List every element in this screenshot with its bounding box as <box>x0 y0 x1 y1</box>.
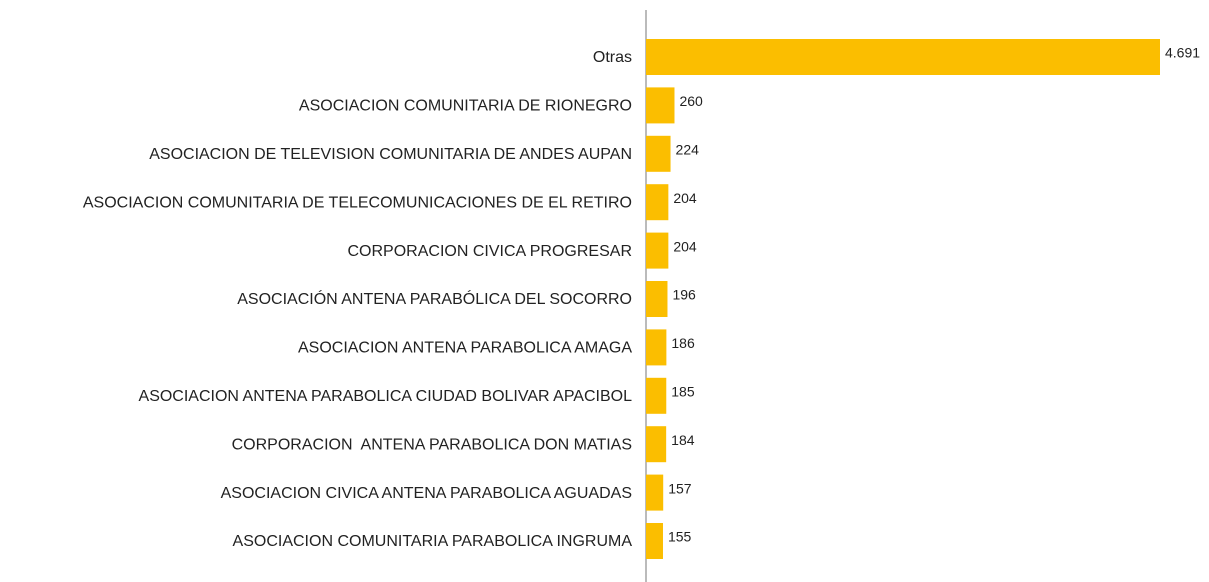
category-label: ASOCIACION COMUNITARIA PARABOLICA INGRUM… <box>233 533 633 550</box>
bar <box>646 135 671 172</box>
bar <box>646 184 669 221</box>
category-label: ASOCIACION ANTENA PARABOLICA AMAGA <box>298 340 632 357</box>
category-label: ASOCIACION ANTENA PARABOLICA CIUDAD BOLI… <box>139 388 633 405</box>
category-label: ASOCIACIÓN ANTENA PARABÓLICA DEL SOCORRO <box>237 289 632 308</box>
value-label: 155 <box>668 529 692 545</box>
value-label: 4.691 <box>1165 45 1200 61</box>
value-label: 204 <box>673 238 697 254</box>
bar <box>646 523 663 559</box>
bar <box>646 87 675 124</box>
category-label: ASOCIACION CIVICA ANTENA PARABOLICA AGUA… <box>221 485 632 502</box>
value-label: 224 <box>676 142 700 158</box>
category-label: CORPORACION CIVICA PROGRESAR <box>348 243 633 260</box>
bar <box>646 329 667 366</box>
value-label: 196 <box>672 287 696 303</box>
value-label: 260 <box>679 93 703 109</box>
bar <box>646 232 669 269</box>
category-label: ASOCIACION COMUNITARIA DE RIONEGRO <box>299 98 632 115</box>
value-label: 186 <box>671 335 695 351</box>
bar <box>646 474 664 511</box>
value-label: 204 <box>673 190 697 206</box>
category-label: CORPORACION ANTENA PARABOLICA DON MATIAS <box>232 436 632 453</box>
category-label: Otras <box>593 49 632 66</box>
category-label: ASOCIACION DE TELEVISION COMUNITARIA DE … <box>149 146 632 163</box>
value-label: 184 <box>671 432 695 448</box>
bar <box>646 281 668 317</box>
bar <box>646 426 667 463</box>
value-label: 157 <box>668 480 692 496</box>
category-label: ASOCIACION COMUNITARIA DE TELECOMUNICACI… <box>83 194 632 211</box>
bar <box>646 39 1160 75</box>
bar <box>646 377 667 414</box>
value-label: 185 <box>671 384 695 400</box>
